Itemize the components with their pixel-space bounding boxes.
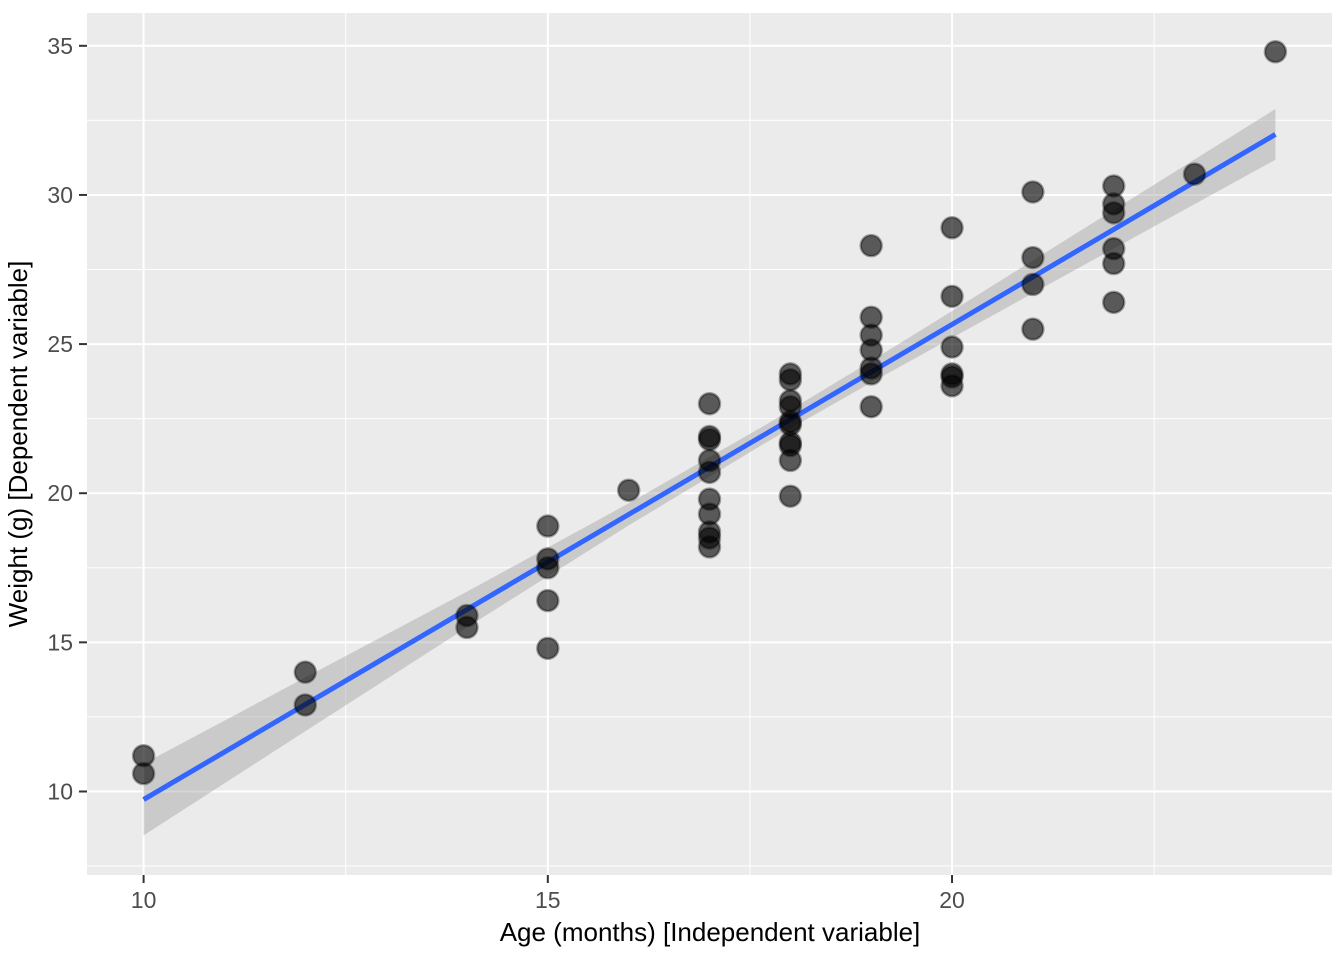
data-point — [1021, 272, 1045, 297]
data-point — [1101, 201, 1126, 225]
data-point — [697, 535, 722, 559]
y-tick-label: 25 — [47, 331, 73, 357]
y-tick-label: 30 — [47, 182, 73, 208]
y-tick-label: 10 — [47, 778, 73, 804]
data-point — [778, 448, 803, 473]
data-point — [1021, 317, 1045, 341]
data-point — [697, 391, 722, 416]
data-point — [697, 427, 722, 452]
data-point — [778, 368, 803, 392]
x-tick-label: 15 — [535, 887, 561, 913]
data-point — [1021, 180, 1045, 204]
data-point — [778, 484, 803, 508]
data-point — [1101, 290, 1126, 315]
data-point — [131, 761, 156, 786]
chart-render-root: 10 15 20 10 15 20 25 30 35 — [47, 13, 1332, 913]
y-axis-title: Weight (g) [Dependent variable] — [3, 261, 33, 628]
data-point — [859, 233, 883, 258]
data-point — [1263, 40, 1288, 64]
data-point — [1101, 251, 1126, 276]
x-tick-label: 10 — [131, 887, 157, 913]
data-point — [940, 216, 964, 240]
data-point — [616, 478, 641, 502]
x-tick-label: 20 — [939, 887, 965, 913]
data-point — [697, 460, 722, 485]
data-point — [455, 615, 479, 640]
data-point — [940, 374, 964, 398]
data-point — [940, 335, 964, 359]
data-point — [859, 394, 883, 419]
data-point — [536, 556, 560, 580]
data-point — [293, 660, 318, 684]
data-point — [940, 284, 964, 309]
x-axis-title: Age (months) [Independent variable] — [500, 917, 921, 947]
y-tick-label: 20 — [47, 480, 73, 506]
data-point — [536, 588, 560, 613]
data-point — [536, 514, 560, 538]
data-point — [1021, 245, 1045, 270]
data-point — [859, 362, 883, 386]
data-point — [293, 693, 318, 717]
data-point — [536, 636, 560, 661]
y-tick-label: 35 — [47, 33, 73, 59]
data-point — [1182, 162, 1207, 186]
y-tick-label: 15 — [47, 629, 73, 655]
